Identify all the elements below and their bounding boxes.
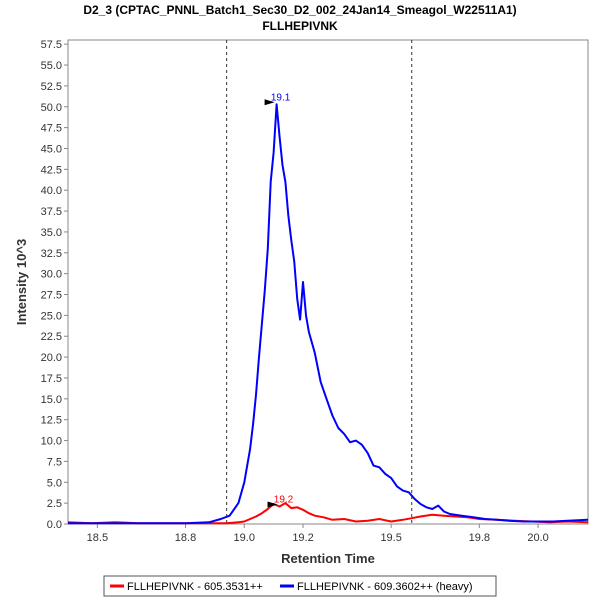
peak-marker-1 xyxy=(264,99,275,106)
legend-entry-1: FLLHEPIVNK - 609.3602++ (heavy) xyxy=(297,581,472,593)
y-tick-label: 15.0 xyxy=(41,394,62,406)
x-tick-label: 19.2 xyxy=(292,532,313,544)
y-tick-label: 10.0 xyxy=(41,436,62,448)
y-tick-label: 55.0 xyxy=(41,60,62,72)
peak-label-0: 19.2 xyxy=(274,494,294,505)
y-tick-label: 32.5 xyxy=(41,248,62,260)
y-tick-label: 30.0 xyxy=(41,269,62,281)
y-tick-label: 35.0 xyxy=(41,227,62,239)
x-tick-label: 20.0 xyxy=(527,532,548,544)
x-axis: 18.5 18.8 19.0 19.2 19.5 19.8 20.0 xyxy=(87,524,549,544)
y-tick-label: 22.5 xyxy=(41,331,62,343)
peak-label-1: 19.1 xyxy=(271,92,291,103)
chart-title: D2_3 (CPTAC_PNNL_Batch1_Sec30_D2_002_24J… xyxy=(83,3,516,17)
y-tick-label: 2.5 xyxy=(47,498,62,510)
x-tick-label: 19.8 xyxy=(469,532,490,544)
y-axis: 0.0 2.5 5.0 7.5 10.0 12.5 15.0 17.5 20.0 22.5 25.0… xyxy=(41,39,68,531)
legend xyxy=(103,575,497,597)
plot-area xyxy=(67,39,589,525)
series-group xyxy=(67,103,589,525)
y-tick-label: 5.0 xyxy=(47,477,62,489)
legend-items: FLLHEPIVNK - 605.3531++ FLLHEPIVNK - 609.… xyxy=(110,581,472,593)
y-tick-label: 12.5 xyxy=(41,415,62,427)
legend-entry-0: FLLHEPIVNK - 605.3531++ xyxy=(127,581,263,593)
y-tick-label: 52.5 xyxy=(41,81,62,93)
y-tick-label: 37.5 xyxy=(41,206,62,218)
y-tick-label: 7.5 xyxy=(47,456,62,468)
x-tick-label: 19.0 xyxy=(234,532,255,544)
y-axis-label: Intensity 10^3 xyxy=(14,239,29,325)
y-tick-label: 40.0 xyxy=(41,185,62,197)
y-tick-label: 47.5 xyxy=(41,123,62,135)
y-tick-label: 42.5 xyxy=(41,164,62,176)
peak-marker-0 xyxy=(267,501,278,508)
peak-boundaries xyxy=(226,40,413,524)
x-tick-label: 19.5 xyxy=(380,532,401,544)
y-tick-label: 50.0 xyxy=(41,102,62,114)
y-tick-label: 0.0 xyxy=(47,519,62,531)
peak-annotations: 19.2 19.1 xyxy=(264,92,294,508)
series-line-1 xyxy=(68,103,589,525)
y-tick-label: 25.0 xyxy=(41,310,62,322)
y-tick-label: 57.5 xyxy=(41,39,62,51)
chart-subtitle: FLLHEPIVNK xyxy=(262,19,338,33)
x-tick-label: 18.8 xyxy=(175,532,196,544)
y-tick-label: 45.0 xyxy=(41,143,62,155)
y-tick-label: 20.0 xyxy=(41,352,62,364)
x-tick-label: 18.5 xyxy=(87,532,108,544)
y-tick-label: 27.5 xyxy=(41,290,62,302)
y-tick-label: 17.5 xyxy=(41,373,62,385)
x-axis-label: Retention Time xyxy=(281,551,375,566)
